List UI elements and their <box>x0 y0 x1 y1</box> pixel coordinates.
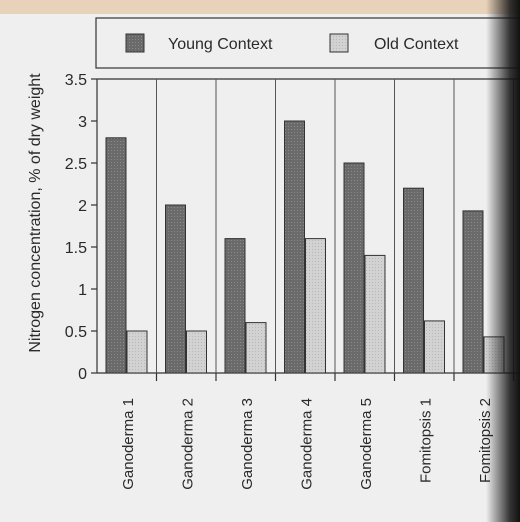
legend-swatch-old <box>329 33 349 53</box>
y-tick-label: 1.5 <box>65 240 87 257</box>
bar-young-context <box>105 137 127 374</box>
page-top-edge <box>0 0 520 14</box>
bar-young-context <box>343 162 365 374</box>
bar-old-context <box>126 330 148 374</box>
bar-young-context <box>165 204 186 374</box>
page-edge-shadow <box>486 0 520 522</box>
y-tick-label: 2.5 <box>65 156 87 173</box>
x-tick-label: Fomitopsis 1 <box>417 398 434 483</box>
legend-label-young: Young Context <box>168 36 273 53</box>
legend-box <box>95 17 520 69</box>
x-tick-label: Ganoderma 5 <box>358 398 375 490</box>
y-tick-label: 3 <box>78 114 87 131</box>
y-tick-label: 3.5 <box>65 72 87 89</box>
bar-young-context <box>284 120 305 374</box>
x-tick-label: Ganoderma 4 <box>298 398 315 490</box>
bar-old-context <box>245 322 267 374</box>
y-tick-label: 0 <box>78 366 87 383</box>
x-tick-label: Ganoderma 2 <box>179 398 196 490</box>
bar-old-context <box>305 238 326 374</box>
y-tick-label: 1 <box>78 282 87 299</box>
legend-swatch-young <box>125 33 145 53</box>
bar-young-context <box>403 187 424 374</box>
bar-old-context <box>186 330 207 374</box>
bar-old-context <box>424 320 445 374</box>
bar-young-context <box>462 210 484 374</box>
bar-old-context <box>364 254 386 374</box>
legend-label-old: Old Context <box>374 36 459 53</box>
x-tick-label: Ganoderma 1 <box>120 398 137 490</box>
legend: Young Context Old Context <box>95 17 520 69</box>
bar-young-context <box>224 238 246 374</box>
y-axis-title: Nitrogen concentration, % of dry weight <box>27 73 44 353</box>
plot-area: 0 0.5 1 1.5 2 2.5 3 3.5 Ganoderma 1 Ganoderma 2 Ga… <box>65 72 520 490</box>
x-tick-label: Ganoderma 3 <box>239 398 256 490</box>
y-tick-label: 2 <box>78 198 87 215</box>
y-tick-label: 0.5 <box>65 324 87 341</box>
